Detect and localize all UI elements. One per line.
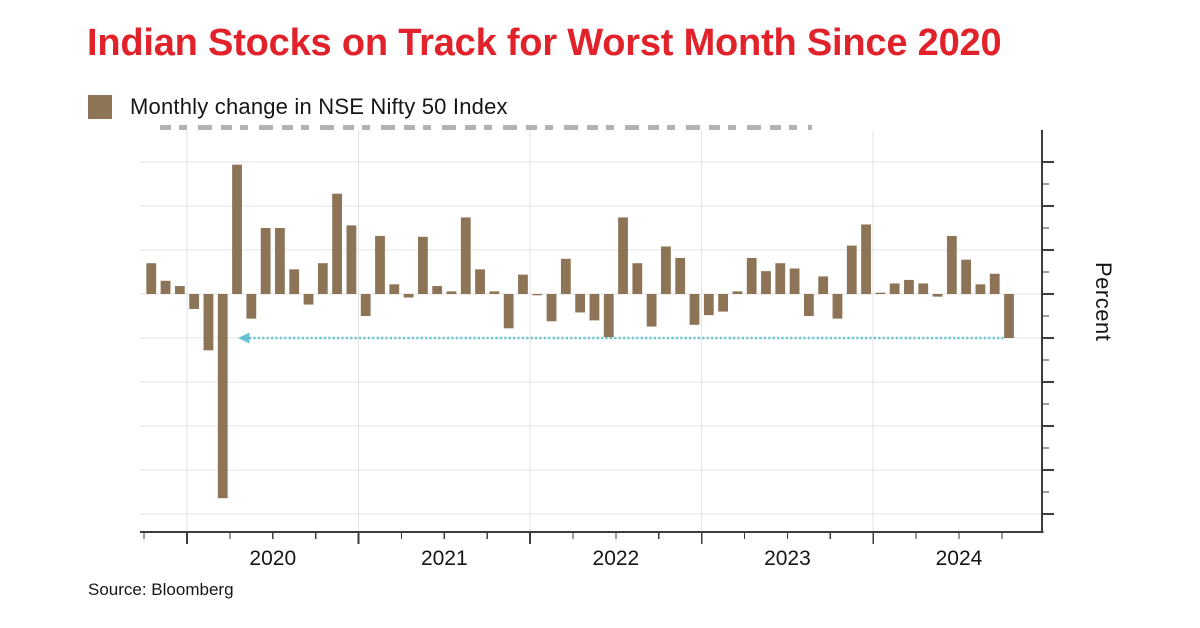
bar-2023-03 — [732, 291, 743, 294]
bar-2022-03 — [560, 258, 571, 294]
bar-2021-01 — [360, 294, 371, 316]
bar-2023-08 — [803, 294, 814, 316]
legend-swatch — [88, 95, 112, 119]
bar-2021-12 — [518, 274, 528, 294]
bar-2022-02 — [546, 294, 557, 322]
bar-2020-12 — [346, 225, 357, 294]
bar-2021-08 — [460, 217, 471, 294]
bar-2019-11 — [160, 280, 171, 294]
x-tick-label: 2020 — [249, 547, 296, 570]
bar-2022-08 — [632, 263, 643, 294]
legend-label: Monthly change in NSE Nifty 50 Index — [130, 94, 508, 119]
bar-2020-09 — [303, 294, 314, 305]
bar-2021-05 — [417, 236, 428, 294]
x-tick-label: 2023 — [764, 547, 811, 570]
bar-2020-02 — [203, 294, 214, 351]
bar-2020-05 — [246, 294, 257, 319]
bar-2022-12 — [689, 294, 700, 325]
bar-2024-09 — [989, 273, 1000, 294]
bar-2024-01 — [875, 292, 886, 294]
bar-2021-11 — [503, 294, 514, 329]
bar-2020-07 — [275, 228, 285, 294]
bar-2023-01 — [703, 294, 714, 316]
x-axis-ticks — [143, 532, 1003, 544]
legend: Monthly change in NSE Nifty 50 Index — [88, 94, 508, 120]
bar-2023-09 — [818, 276, 829, 294]
bar-2024-08 — [975, 284, 986, 294]
bar-2021-03 — [389, 284, 400, 294]
bar-2022-10 — [661, 246, 671, 294]
bar-2019-12 — [174, 286, 185, 294]
bar-2022-09 — [646, 294, 657, 327]
bar-2020-11 — [332, 193, 343, 294]
chart-title: Indian Stocks on Track for Worst Month S… — [87, 22, 1002, 64]
bar-2024-06 — [946, 235, 957, 294]
bar-2020-06 — [260, 228, 271, 294]
bar-2021-06 — [432, 286, 443, 294]
x-tick-label: 2024 — [936, 547, 983, 570]
x-tick-label: 2022 — [593, 547, 640, 570]
bar-2024-07 — [961, 259, 972, 294]
bar-2021-10 — [489, 291, 500, 294]
bar-2023-10 — [832, 294, 843, 319]
bar-2024-10 — [1004, 294, 1014, 338]
bar-2020-01 — [189, 294, 200, 309]
bar-2019-10 — [146, 263, 157, 294]
source-credit: Source: Bloomberg — [88, 580, 234, 599]
bar-2022-05 — [589, 294, 600, 321]
bar-series — [146, 164, 1014, 499]
bar-2020-03 — [217, 294, 228, 499]
bar-2023-06 — [775, 263, 786, 294]
bar-2022-11 — [675, 257, 686, 294]
bar-2024-04 — [918, 283, 929, 294]
y-axis-ticks — [1043, 161, 1054, 515]
y-axis-label: Percent — [1091, 262, 1116, 342]
bar-2023-11 — [846, 245, 857, 294]
bar-2020-08 — [289, 269, 300, 294]
bar-2021-07 — [446, 291, 457, 294]
bar-2021-04 — [403, 294, 414, 298]
bar-2020-10 — [317, 263, 328, 294]
bar-2024-05 — [932, 294, 943, 297]
bar-2022-01 — [532, 294, 543, 296]
bar-2023-05 — [761, 271, 771, 294]
arrowhead-left-icon — [238, 332, 250, 344]
bar-2023-02 — [718, 294, 728, 312]
bar-2022-06 — [603, 294, 614, 338]
bar-2022-04 — [575, 294, 586, 313]
bar-2021-02 — [375, 235, 385, 294]
bar-2023-04 — [746, 257, 757, 294]
bar-2021-09 — [475, 269, 485, 294]
bar-2023-12 — [861, 224, 871, 294]
gridlines — [140, 130, 1041, 532]
bar-2024-03 — [904, 279, 914, 294]
clipped-text-artifact — [160, 125, 812, 130]
bar-2022-07 — [618, 217, 628, 294]
x-tick-label: 2021 — [421, 547, 468, 570]
bar-2024-02 — [889, 283, 900, 294]
bar-2023-07 — [789, 268, 800, 294]
bar-2020-04 — [232, 164, 242, 294]
